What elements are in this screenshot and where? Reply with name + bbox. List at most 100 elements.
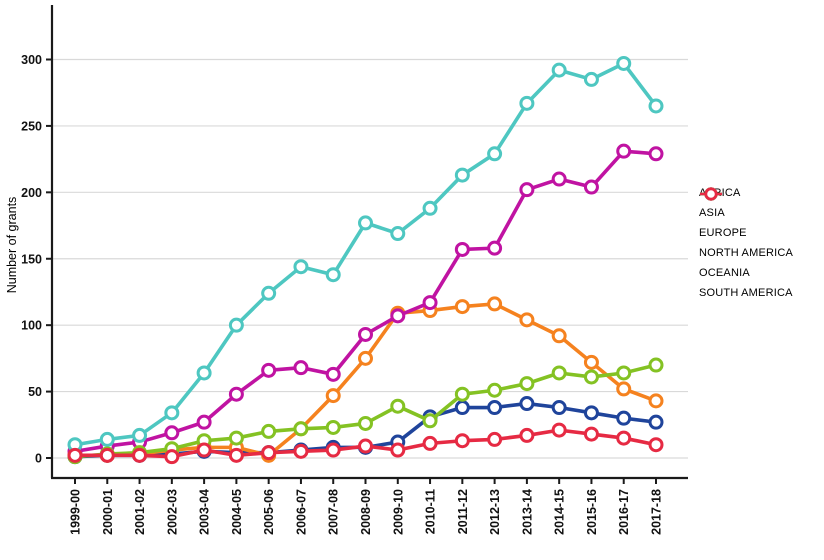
data-point-oceania — [519, 376, 535, 392]
y-tick-label: 50 — [28, 385, 42, 399]
data-point-south-america — [325, 442, 341, 458]
data-point-asia — [583, 354, 599, 370]
data-point-europe — [164, 425, 180, 441]
x-tick-label: 2005-06 — [262, 489, 276, 535]
legend-label: OCEANIA — [699, 267, 750, 279]
data-point-asia — [551, 328, 567, 344]
data-point-asia — [616, 381, 632, 397]
data-point-europe — [422, 295, 438, 311]
data-point-oceania — [261, 423, 277, 439]
data-point-north-america — [358, 215, 374, 231]
data-point-south-america — [293, 443, 309, 459]
x-tick-label: 2007-08 — [327, 489, 341, 535]
data-point-oceania — [293, 421, 309, 437]
data-point-europe — [293, 360, 309, 376]
x-tick-label: 2002-03 — [165, 489, 179, 535]
data-point-north-america — [228, 317, 244, 333]
data-point-europe — [583, 179, 599, 195]
data-point-south-america — [648, 437, 664, 453]
data-point-north-america — [616, 55, 632, 71]
x-tick-label: 2012-13 — [488, 489, 502, 535]
legend-line-point-icon — [700, 187, 722, 201]
y-tick-label: 150 — [21, 252, 42, 266]
data-point-europe — [390, 308, 406, 324]
data-point-europe — [648, 146, 664, 162]
data-point-oceania — [487, 382, 503, 398]
x-tick-label: 2000-01 — [101, 489, 115, 535]
data-point-oceania — [325, 419, 341, 435]
data-point-north-america — [132, 427, 148, 443]
legend-item-oceania: OCEANIA — [699, 187, 793, 280]
data-point-north-america — [99, 431, 115, 447]
legend-item-south-america: SOUTH AMERICA — [699, 187, 793, 300]
data-point-asia — [519, 312, 535, 328]
data-point-south-america — [99, 447, 115, 463]
data-point-africa — [487, 400, 503, 416]
data-point-europe — [487, 240, 503, 256]
data-point-south-america — [67, 447, 83, 463]
x-tick-label: 2001-02 — [133, 489, 147, 535]
data-point-africa — [583, 405, 599, 421]
data-point-north-america — [196, 365, 212, 381]
data-point-south-america — [519, 427, 535, 443]
data-point-oceania — [616, 365, 632, 381]
legend-label: ASIA — [699, 207, 725, 219]
data-point-europe — [228, 386, 244, 402]
data-point-oceania — [228, 430, 244, 446]
data-point-north-america — [390, 226, 406, 242]
data-point-oceania — [583, 369, 599, 385]
legend-label: SOUTH AMERICA — [699, 287, 793, 299]
data-point-south-america — [228, 447, 244, 463]
x-tick-label: 2017-18 — [650, 489, 664, 535]
x-tick-label: 2009-10 — [391, 489, 405, 535]
y-tick-label: 100 — [21, 319, 42, 333]
legend-label: NORTH AMERICA — [699, 247, 794, 259]
data-point-north-america — [454, 167, 470, 183]
data-point-europe — [196, 414, 212, 430]
chart-legend: AFRICAASIAEUROPENORTH AMERICAOCEANIASOUT… — [699, 186, 793, 300]
data-point-south-america — [132, 447, 148, 463]
x-tick-label: 2013-14 — [520, 489, 534, 535]
data-point-north-america — [164, 405, 180, 421]
data-point-oceania — [454, 386, 470, 402]
data-point-oceania — [648, 357, 664, 373]
data-point-oceania — [422, 413, 438, 429]
x-tick-label: 2011-12 — [456, 489, 470, 534]
legend-item-north-america: NORTH AMERICA — [699, 187, 794, 260]
data-point-asia — [325, 388, 341, 404]
data-point-south-america — [616, 430, 632, 446]
data-point-north-america — [519, 95, 535, 111]
data-point-europe — [261, 362, 277, 378]
x-tick-label: 2014-15 — [553, 489, 567, 535]
data-point-oceania — [358, 415, 374, 431]
data-point-europe — [454, 241, 470, 257]
y-tick-label: 200 — [21, 186, 42, 200]
x-tick-label: 2003-04 — [198, 489, 212, 535]
x-tick-label: 2006-07 — [294, 489, 308, 535]
data-point-africa — [551, 400, 567, 416]
data-point-europe — [358, 326, 374, 342]
data-point-africa — [648, 414, 664, 430]
data-point-north-america — [648, 98, 664, 114]
data-point-north-america — [261, 285, 277, 301]
data-point-north-america — [583, 71, 599, 87]
legend-key-circle — [704, 187, 718, 201]
data-point-oceania — [390, 398, 406, 414]
x-tick-label: 2010-11 — [424, 489, 438, 534]
data-point-africa — [616, 410, 632, 426]
legend-label: EUROPE — [699, 227, 747, 239]
legend-item-asia: ASIA — [699, 187, 793, 220]
data-point-south-america — [583, 426, 599, 442]
data-point-africa — [519, 396, 535, 412]
data-point-africa — [454, 400, 470, 416]
data-point-south-america — [261, 445, 277, 461]
data-point-south-america — [487, 431, 503, 447]
y-axis-title: Number of grants — [5, 197, 19, 294]
x-tick-label: 1999-00 — [69, 489, 83, 535]
data-point-europe — [519, 182, 535, 198]
data-point-europe — [551, 171, 567, 187]
data-point-europe — [616, 143, 632, 159]
data-point-asia — [648, 393, 664, 409]
series-line-europe — [73, 149, 658, 454]
